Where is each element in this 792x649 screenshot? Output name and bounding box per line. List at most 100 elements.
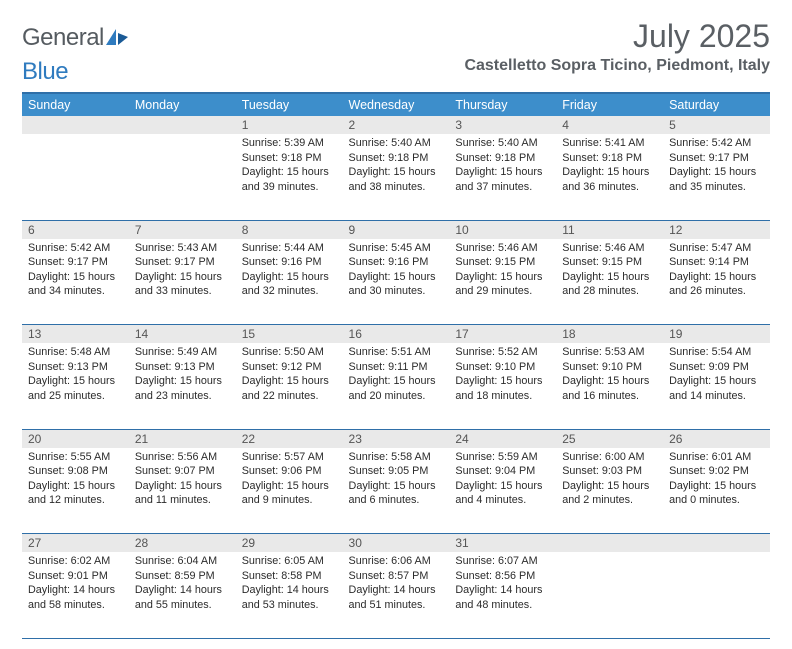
day-cell: Sunrise: 5:54 AMSunset: 9:09 PMDaylight:… <box>663 343 770 429</box>
day-details: Sunrise: 6:00 AMSunset: 9:03 PMDaylight:… <box>556 448 663 512</box>
day-cell: Sunrise: 5:55 AMSunset: 9:08 PMDaylight:… <box>22 448 129 534</box>
day-cell: Sunrise: 6:02 AMSunset: 9:01 PMDaylight:… <box>22 552 129 638</box>
day-details: Sunrise: 5:57 AMSunset: 9:06 PMDaylight:… <box>236 448 343 512</box>
day-number: 8 <box>236 220 343 239</box>
day-details: Sunrise: 6:06 AMSunset: 8:57 PMDaylight:… <box>343 552 450 616</box>
week-row: Sunrise: 5:55 AMSunset: 9:08 PMDaylight:… <box>22 448 770 534</box>
day-details: Sunrise: 5:39 AMSunset: 9:18 PMDaylight:… <box>236 134 343 198</box>
week-row: Sunrise: 6:02 AMSunset: 9:01 PMDaylight:… <box>22 552 770 638</box>
day-cell: Sunrise: 6:00 AMSunset: 9:03 PMDaylight:… <box>556 448 663 534</box>
day-number: 1 <box>236 116 343 134</box>
day-number: 7 <box>129 220 236 239</box>
header: General Blue July 2025 Castelletto Sopra … <box>22 18 770 86</box>
col-tuesday: Tuesday <box>236 93 343 116</box>
day-details: Sunrise: 6:02 AMSunset: 9:01 PMDaylight:… <box>22 552 129 616</box>
day-cell <box>22 134 129 220</box>
day-cell: Sunrise: 5:39 AMSunset: 9:18 PMDaylight:… <box>236 134 343 220</box>
day-cell <box>556 552 663 638</box>
day-number: 27 <box>22 534 129 553</box>
day-number: 19 <box>663 325 770 344</box>
day-number: 23 <box>343 429 450 448</box>
day-number <box>22 116 129 134</box>
day-number: 5 <box>663 116 770 134</box>
page-title: July 2025 <box>464 18 770 55</box>
day-cell: Sunrise: 6:05 AMSunset: 8:58 PMDaylight:… <box>236 552 343 638</box>
day-details: Sunrise: 5:46 AMSunset: 9:15 PMDaylight:… <box>449 239 556 303</box>
day-details: Sunrise: 6:05 AMSunset: 8:58 PMDaylight:… <box>236 552 343 616</box>
day-details: Sunrise: 5:42 AMSunset: 9:17 PMDaylight:… <box>22 239 129 303</box>
day-details: Sunrise: 5:52 AMSunset: 9:10 PMDaylight:… <box>449 343 556 407</box>
daynum-row: 20212223242526 <box>22 429 770 448</box>
day-details: Sunrise: 5:42 AMSunset: 9:17 PMDaylight:… <box>663 134 770 198</box>
day-number: 15 <box>236 325 343 344</box>
day-cell: Sunrise: 5:44 AMSunset: 9:16 PMDaylight:… <box>236 239 343 325</box>
day-cell: Sunrise: 5:42 AMSunset: 9:17 PMDaylight:… <box>22 239 129 325</box>
day-cell: Sunrise: 5:56 AMSunset: 9:07 PMDaylight:… <box>129 448 236 534</box>
logo: General Blue <box>22 18 128 86</box>
weekday-header-row: Sunday Monday Tuesday Wednesday Thursday… <box>22 93 770 116</box>
day-details: Sunrise: 5:58 AMSunset: 9:05 PMDaylight:… <box>343 448 450 512</box>
day-details: Sunrise: 5:53 AMSunset: 9:10 PMDaylight:… <box>556 343 663 407</box>
logo-text: General Blue <box>22 24 128 86</box>
day-cell <box>663 552 770 638</box>
day-details: Sunrise: 5:46 AMSunset: 9:15 PMDaylight:… <box>556 239 663 303</box>
col-wednesday: Wednesday <box>343 93 450 116</box>
daynum-row: 13141516171819 <box>22 325 770 344</box>
day-details: Sunrise: 5:47 AMSunset: 9:14 PMDaylight:… <box>663 239 770 303</box>
day-number: 3 <box>449 116 556 134</box>
day-cell: Sunrise: 5:46 AMSunset: 9:15 PMDaylight:… <box>449 239 556 325</box>
day-cell: Sunrise: 6:07 AMSunset: 8:56 PMDaylight:… <box>449 552 556 638</box>
calendar-table: Sunday Monday Tuesday Wednesday Thursday… <box>22 92 770 639</box>
week-row: Sunrise: 5:39 AMSunset: 9:18 PMDaylight:… <box>22 134 770 220</box>
day-number <box>556 534 663 553</box>
day-number: 10 <box>449 220 556 239</box>
day-details: Sunrise: 5:44 AMSunset: 9:16 PMDaylight:… <box>236 239 343 303</box>
day-cell: Sunrise: 6:04 AMSunset: 8:59 PMDaylight:… <box>129 552 236 638</box>
day-details: Sunrise: 5:49 AMSunset: 9:13 PMDaylight:… <box>129 343 236 407</box>
day-number: 13 <box>22 325 129 344</box>
day-cell: Sunrise: 5:42 AMSunset: 9:17 PMDaylight:… <box>663 134 770 220</box>
week-row: Sunrise: 5:42 AMSunset: 9:17 PMDaylight:… <box>22 239 770 325</box>
day-cell <box>129 134 236 220</box>
col-friday: Friday <box>556 93 663 116</box>
day-number: 20 <box>22 429 129 448</box>
daynum-row: 2728293031 <box>22 534 770 553</box>
day-details: Sunrise: 5:55 AMSunset: 9:08 PMDaylight:… <box>22 448 129 512</box>
day-number: 2 <box>343 116 450 134</box>
day-details: Sunrise: 5:51 AMSunset: 9:11 PMDaylight:… <box>343 343 450 407</box>
day-number: 31 <box>449 534 556 553</box>
day-number: 14 <box>129 325 236 344</box>
daynum-row: 6789101112 <box>22 220 770 239</box>
daynum-row: 12345 <box>22 116 770 134</box>
week-row: Sunrise: 5:48 AMSunset: 9:13 PMDaylight:… <box>22 343 770 429</box>
logo-part1: General <box>22 24 104 51</box>
day-cell: Sunrise: 5:40 AMSunset: 9:18 PMDaylight:… <box>449 134 556 220</box>
day-cell: Sunrise: 5:43 AMSunset: 9:17 PMDaylight:… <box>129 239 236 325</box>
logo-part2: Blue <box>22 58 68 85</box>
day-cell: Sunrise: 5:52 AMSunset: 9:10 PMDaylight:… <box>449 343 556 429</box>
day-cell: Sunrise: 5:46 AMSunset: 9:15 PMDaylight:… <box>556 239 663 325</box>
day-cell: Sunrise: 5:40 AMSunset: 9:18 PMDaylight:… <box>343 134 450 220</box>
day-number: 11 <box>556 220 663 239</box>
title-block: July 2025 Castelletto Sopra Ticino, Pied… <box>464 18 770 75</box>
day-cell: Sunrise: 5:48 AMSunset: 9:13 PMDaylight:… <box>22 343 129 429</box>
day-number: 12 <box>663 220 770 239</box>
day-cell: Sunrise: 6:01 AMSunset: 9:02 PMDaylight:… <box>663 448 770 534</box>
col-saturday: Saturday <box>663 93 770 116</box>
day-details: Sunrise: 5:45 AMSunset: 9:16 PMDaylight:… <box>343 239 450 303</box>
day-number: 29 <box>236 534 343 553</box>
day-cell: Sunrise: 5:58 AMSunset: 9:05 PMDaylight:… <box>343 448 450 534</box>
day-cell: Sunrise: 5:53 AMSunset: 9:10 PMDaylight:… <box>556 343 663 429</box>
day-details: Sunrise: 5:54 AMSunset: 9:09 PMDaylight:… <box>663 343 770 407</box>
day-number: 28 <box>129 534 236 553</box>
day-number <box>129 116 236 134</box>
day-details: Sunrise: 6:04 AMSunset: 8:59 PMDaylight:… <box>129 552 236 616</box>
day-number: 16 <box>343 325 450 344</box>
day-number: 25 <box>556 429 663 448</box>
day-details: Sunrise: 5:48 AMSunset: 9:13 PMDaylight:… <box>22 343 129 407</box>
day-number: 22 <box>236 429 343 448</box>
day-details: Sunrise: 5:40 AMSunset: 9:18 PMDaylight:… <box>449 134 556 198</box>
day-number: 4 <box>556 116 663 134</box>
day-cell: Sunrise: 6:06 AMSunset: 8:57 PMDaylight:… <box>343 552 450 638</box>
col-thursday: Thursday <box>449 93 556 116</box>
